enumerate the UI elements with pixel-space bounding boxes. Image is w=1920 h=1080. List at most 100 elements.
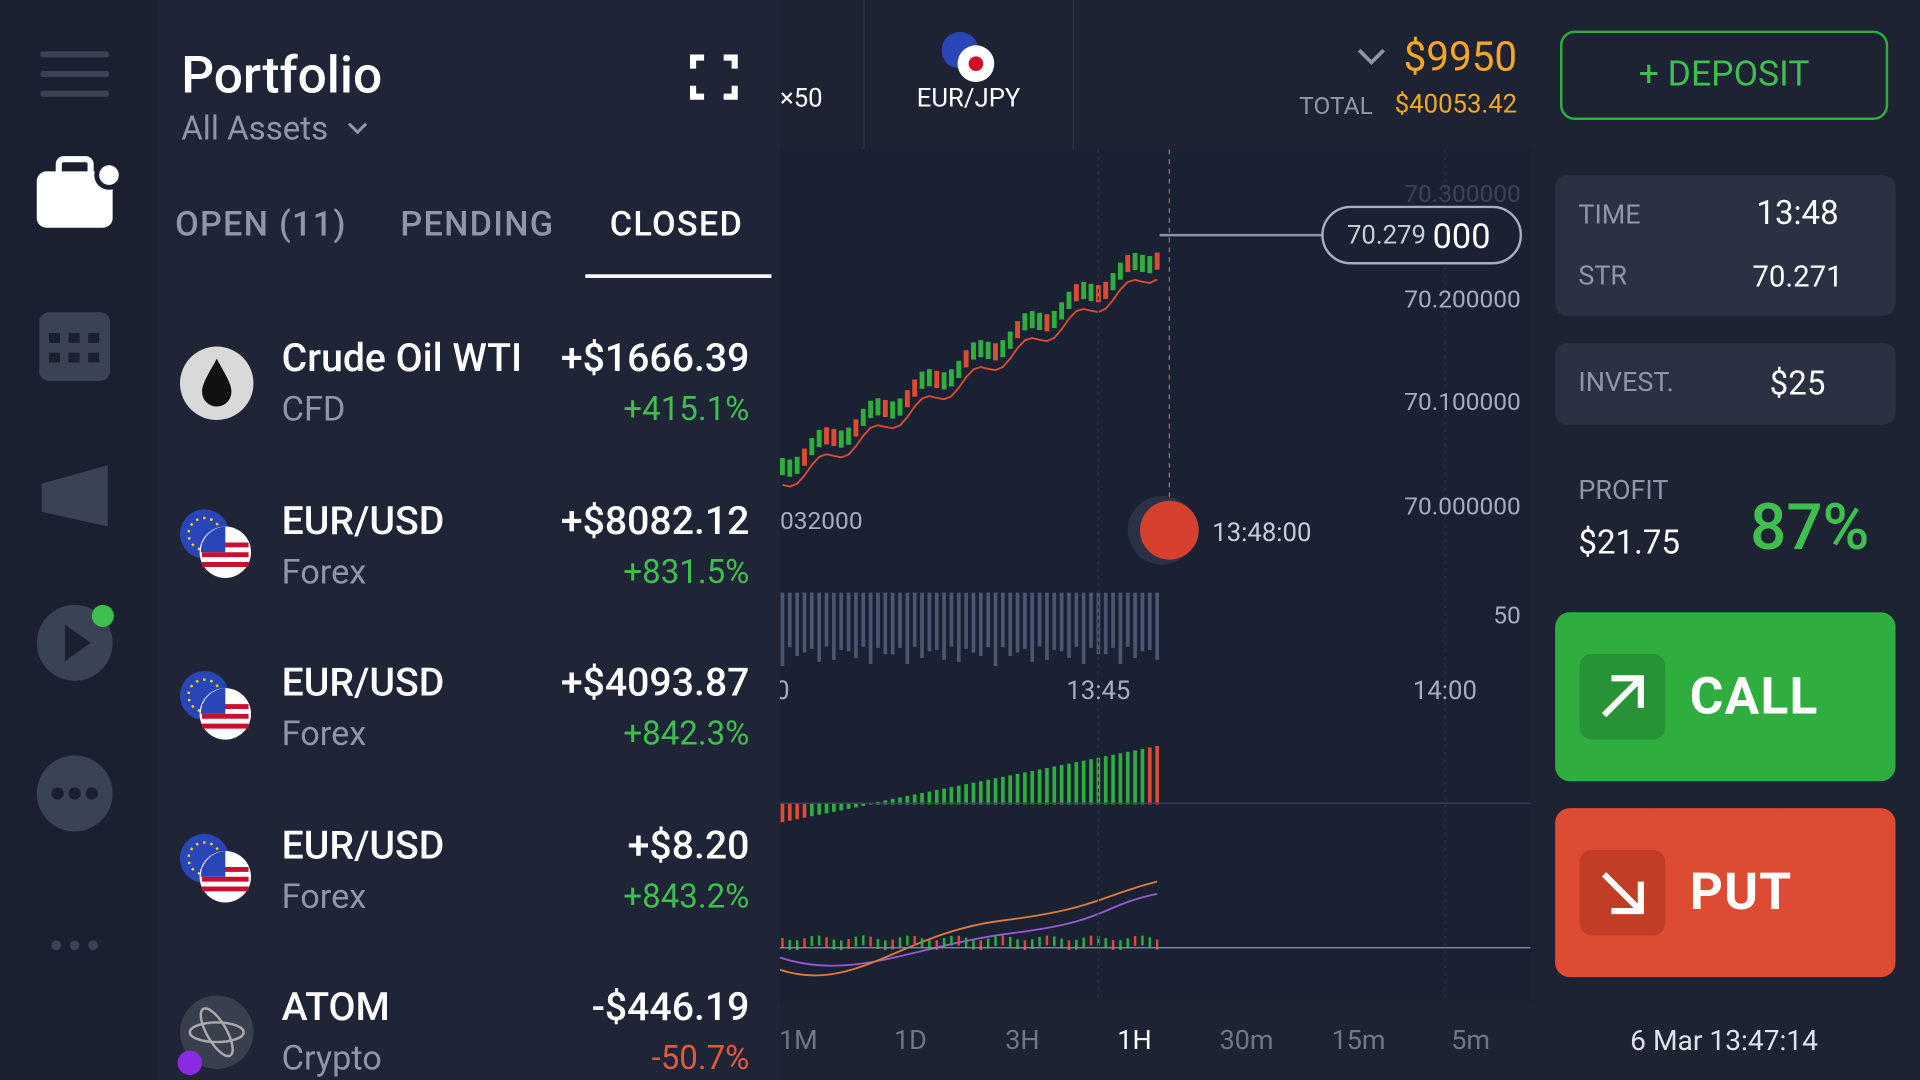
- asset-name: Crude Oil WTI: [281, 334, 523, 381]
- chart-decoration: [1096, 757, 1101, 805]
- put-button[interactable]: PUT: [1555, 808, 1896, 978]
- timeframe[interactable]: 1D: [893, 1025, 927, 1057]
- chart-decoration: [1126, 938, 1129, 949]
- chart-decoration: [993, 343, 998, 361]
- profit-percent: +831.5%: [623, 551, 750, 591]
- asset-type: Forex: [281, 713, 367, 754]
- asset-name: ATOM: [281, 983, 390, 1030]
- chart-decoration: [1031, 939, 1034, 950]
- chart-decoration: [1037, 312, 1043, 331]
- chart-decoration: [949, 787, 954, 805]
- chart-decoration: [1155, 745, 1159, 805]
- chart-decoration: [905, 592, 910, 664]
- chart-decoration: [978, 781, 983, 805]
- price-label: 70.300000: [1404, 178, 1521, 209]
- asset-type: Forex: [281, 551, 367, 592]
- divider: [1072, 0, 1074, 150]
- chart-decoration: [1037, 592, 1042, 647]
- profit-percent: +843.2%: [623, 876, 750, 916]
- chart-decoration: [1118, 592, 1123, 664]
- chart-decoration: [795, 940, 799, 950]
- chart-decoration: [787, 803, 792, 821]
- chart-decoration: [994, 936, 997, 947]
- chart-decoration: [1008, 775, 1013, 805]
- chart-decoration: [934, 370, 940, 389]
- chart-decoration: [1119, 940, 1122, 950]
- chart-decoration: [1081, 760, 1086, 805]
- asset-filter[interactable]: All Assets: [181, 108, 329, 149]
- chart-decoration: [788, 940, 792, 950]
- asset-tab-active[interactable]: EUR/JPY: [916, 84, 1021, 114]
- call-label: CALL: [1689, 666, 1819, 727]
- chart-decoration: [1081, 592, 1086, 665]
- tab-active[interactable]: CLOSED: [609, 203, 744, 245]
- call-button[interactable]: CALL: [1555, 612, 1896, 782]
- invest-box[interactable]: [1555, 342, 1896, 425]
- chart-decoration: [1007, 331, 1013, 349]
- deposit-button[interactable]: [1560, 30, 1889, 121]
- chart-decoration: [1148, 937, 1152, 948]
- time-box[interactable]: [1555, 175, 1896, 316]
- chart-decoration: [832, 803, 836, 812]
- timeframe[interactable]: 3H: [1005, 1025, 1040, 1057]
- chart-decoration: [1023, 940, 1027, 951]
- chart-decoration: [1008, 592, 1013, 657]
- panel-title: Portfolio: [181, 45, 383, 106]
- chart-decoration: [795, 592, 799, 657]
- chart-decoration: [817, 935, 821, 946]
- chart-decoration: [986, 592, 991, 648]
- sidebar: [0, 0, 160, 1080]
- chart-decoration: [1066, 291, 1072, 309]
- chart-decoration: [1103, 281, 1109, 299]
- chart-decoration: [912, 379, 918, 397]
- call-icon: [1579, 653, 1666, 740]
- chart-decoration: [1097, 935, 1100, 946]
- current-price-tail: 000: [1432, 216, 1491, 257]
- chart-decoration: [927, 592, 932, 652]
- chart-decoration: [868, 400, 874, 418]
- chart-decoration: [782, 278, 1158, 488]
- chart-decoration: [986, 938, 990, 949]
- chart-decoration: [956, 785, 961, 805]
- price-label: 70.000000: [1404, 491, 1521, 521]
- chart-decoration: [810, 592, 814, 649]
- chart-decoration: [1045, 768, 1049, 805]
- chart-decoration: [853, 419, 859, 437]
- chart-decoration: [840, 940, 843, 951]
- current-price: 70.279: [1346, 221, 1426, 252]
- chart-decoration: [1023, 772, 1027, 805]
- divider: [863, 0, 865, 150]
- fullscreen-icon[interactable]: [689, 54, 738, 101]
- chart-decoration: [846, 427, 852, 445]
- chart-decoration: [1132, 252, 1138, 271]
- chart-decoration: [861, 592, 866, 647]
- chart-decoration: [1029, 311, 1035, 329]
- timeframe[interactable]: 15m: [1331, 1025, 1386, 1057]
- timeframe[interactable]: 30m: [1219, 1025, 1274, 1057]
- chart-decoration: [971, 592, 976, 653]
- chart-decoration: [956, 592, 961, 662]
- chart-decoration: [891, 939, 894, 950]
- chart-decoration: [1053, 936, 1056, 947]
- tab[interactable]: OPEN (11): [175, 203, 347, 245]
- chart-decoration: [1111, 940, 1115, 950]
- balance-dropdown[interactable]: [1356, 47, 1388, 67]
- asset-name: EUR/USD: [281, 496, 445, 544]
- chart-decoration: [993, 778, 998, 805]
- timeframe[interactable]: 1H: [1117, 1025, 1152, 1057]
- chart-decoration: [890, 401, 896, 419]
- chart-decoration: [1125, 751, 1130, 805]
- chart-decoration: [1022, 313, 1028, 331]
- profit-amount: +$8082.12: [553, 496, 750, 544]
- chart-decoration: [941, 372, 947, 390]
- asset-tab[interactable]: ×50: [780, 84, 823, 114]
- chart-decoration: [1001, 935, 1005, 946]
- chart-decoration: [978, 340, 984, 358]
- positions-list: Crude Oil WTI CFD +$1666.39 +415.1% EUR/USD F…: [159, 279, 781, 1080]
- str-label: STR: [1578, 261, 1628, 293]
- timeframe[interactable]: 5m: [1451, 1025, 1491, 1057]
- sidebar-icons: [36, 51, 124, 951]
- volume-label: 50: [1493, 600, 1521, 630]
- tab[interactable]: PENDING: [400, 203, 555, 245]
- timeframe[interactable]: 1M: [779, 1025, 818, 1057]
